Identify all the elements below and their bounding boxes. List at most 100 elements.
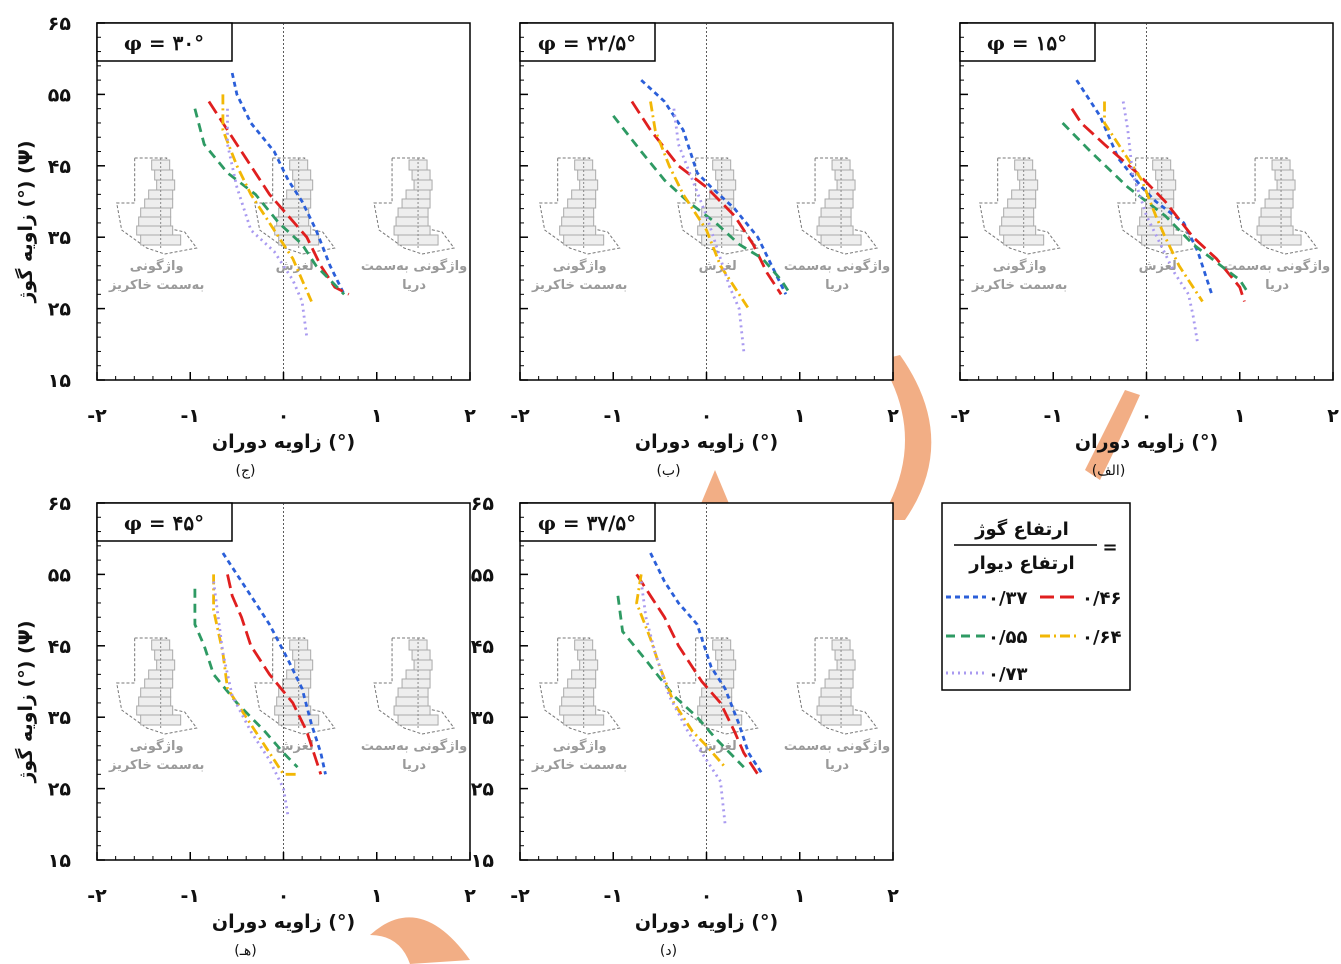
phi-label-box [519,22,656,62]
series-line [1061,122,1251,296]
x-tick-label: -۱ [604,885,623,907]
x-tick-label: ۰ [278,405,290,427]
legend-entry: ۰/۵۵ [946,627,1028,648]
y-tick-label: ۱۵ [48,850,72,872]
chart-panel: واژگونی به‌سمت خاکریز لغزش واژگونی به‌سمت در… [14,13,476,479]
y-tick-label: ۴۵ [48,636,72,658]
mode-label-sliding: لغزش [699,259,737,274]
mode-label-backfill-overturn: واژگونی به‌سمت خاکریز [108,738,204,773]
x-tick-label: ۰ [1141,405,1153,427]
series-line [226,574,323,775]
mode-label-sea-overturn: واژگونی به‌سمت دریا [361,738,467,773]
series-line [639,581,727,825]
panel-label: (د) [660,943,677,959]
x-tick-label: -۲ [510,885,530,907]
x-axis-title: زاویه دوران (°) [212,431,355,453]
chart-panel: واژگونی به‌سمت خاکریز لغزش واژگونی به‌سمت در… [950,22,1339,479]
x-axis-title: زاویه دوران (°) [1075,431,1218,453]
series-line [635,574,727,769]
series-line [226,108,309,338]
panel-label: (الف) [1092,463,1126,479]
x-axis-title: زاویه دوران (°) [635,431,778,453]
mode-label-sea-overturn: واژگونی به‌سمت دریا [361,258,467,293]
chart-panel: واژگونی به‌سمت خاکریز لغزش واژگونی به‌سمت در… [14,493,476,959]
y-tick-label: ۱۵ [48,370,72,392]
x-tick-label: ۱ [794,405,806,427]
legend-label: ۰/۳۷ [988,588,1028,609]
legend-numerator: ارتفاع گوژ [974,518,1069,540]
x-tick-label: -۱ [181,405,200,427]
mode-label-backfill-overturn: واژگونی به‌سمت خاکریز [531,738,627,773]
legend-entry: ۰/۷۳ [946,664,1028,685]
x-tick-label: ۲ [1327,405,1339,427]
phi-label-box [519,502,656,542]
mode-label-sliding: لغزش [276,739,314,754]
mode-label-sliding: لغزش [1139,259,1177,274]
legend: ارتفاع گوژ ارتفاع دیوار = ۰/۳۷ ۰/۴۶ ۰/۵۵ ۰/۶۴ ۰… [941,502,1131,691]
legend-label: ۰/۵۵ [988,627,1028,648]
panels: واژگونی به‌سمت خاکریز لغزش واژگونی به‌سمت در… [14,13,1339,959]
y-tick-label: ۳۵ [471,707,495,729]
mode-label-sliding: لغزش [699,739,737,754]
phi-label-box [96,22,233,62]
series-line [212,574,298,776]
phi-label: φ = ۳۰° [124,31,204,55]
x-tick-label: ۰ [278,885,290,907]
series-line [635,573,759,776]
y-tick-label: ۲۵ [48,779,72,801]
y-axis-title: زاویه گوژ (°) (Ψ) [14,140,37,303]
legend-label: ۰/۷۳ [988,664,1028,685]
x-tick-label: -۲ [510,405,530,427]
legend-label: ۰/۶۴ [1082,627,1122,648]
panel-label: (ج) [236,463,256,479]
y-tick-label: ۵۵ [471,564,495,586]
legend-label: ۰/۴۶ [1082,588,1122,609]
series-line [672,108,746,352]
mode-label-backfill-overturn: واژگونی به‌سمت خاکریز [971,258,1067,293]
x-tick-label: -۲ [87,885,107,907]
y-tick-label: ۶۵ [471,493,495,515]
x-tick-label: ۲ [887,885,899,907]
legend-denominator: ارتفاع دیوار [968,553,1074,574]
series-line [193,108,346,296]
y-tick-label: ۵۵ [48,84,72,106]
x-tick-label: -۲ [87,405,107,427]
series-line [649,552,764,776]
legend-entry: ۰/۶۴ [1040,627,1122,648]
series-line [612,114,792,296]
legend-entry: ۰/۴۶ [1040,588,1122,609]
x-tick-label: ۰ [701,885,713,907]
phi-label-box [959,22,1096,62]
series-line [1070,107,1246,302]
x-tick-label: ۲ [464,885,476,907]
x-tick-label: ۲ [887,405,899,427]
phi-label: φ = ۲۲/۵° [538,31,636,55]
phi-label-box [96,502,233,542]
mode-label-backfill-overturn: واژگونی به‌سمت خاکریز [108,258,204,293]
mode-label-sea-overturn: واژگونی به‌سمت دریا [784,258,890,293]
x-tick-label: ۰ [701,405,713,427]
y-axis-title: زاویه گوژ (°) (Ψ) [14,620,37,783]
phi-label: φ = ۱۵° [987,31,1067,55]
watermark-shape [370,917,470,964]
series-line [193,588,299,769]
legend-entry: ۰/۳۷ [946,588,1028,609]
phi-label: φ = ۴۵° [124,511,204,535]
series-line [1121,101,1200,345]
y-tick-label: ۳۵ [48,227,72,249]
panel-label: (هـ) [234,943,256,959]
x-tick-label: -۲ [950,405,970,427]
x-tick-label: ۱ [371,885,383,907]
phi-label: φ = ۳۷/۵° [538,511,636,535]
y-tick-label: ۶۵ [48,13,72,35]
x-axis-title: زاویه دوران (°) [212,911,355,933]
x-tick-label: ۱ [1234,405,1246,427]
panel-label: (ب) [656,463,680,479]
series-line [212,581,290,818]
watermark-shape [1085,390,1140,480]
y-tick-label: ۲۵ [48,299,72,321]
y-tick-label: ۶۵ [48,493,72,515]
watermark-shape [880,355,932,520]
series-line [649,101,750,310]
